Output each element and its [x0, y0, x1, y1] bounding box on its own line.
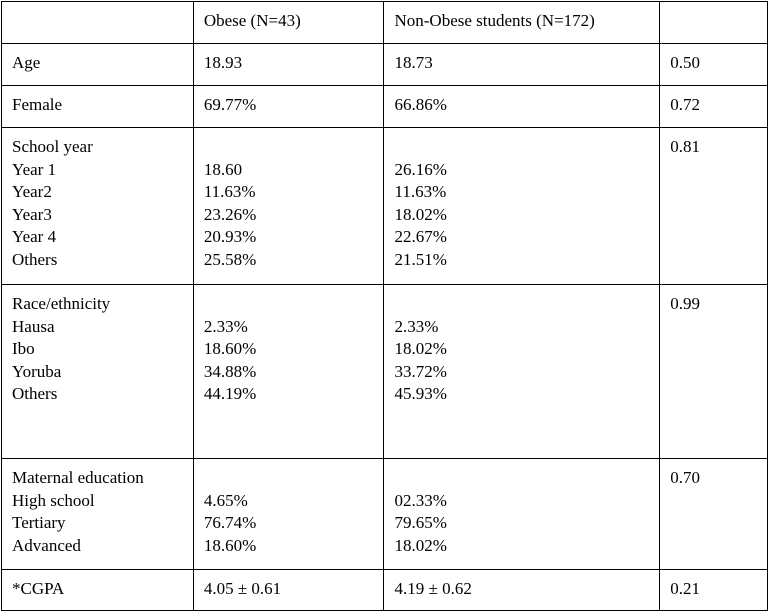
obese-values-cell: 4.65% 76.74% 18.60% [192, 458, 385, 570]
obese-value: 18.93 [192, 43, 385, 86]
non-obese-value: 22.67% [394, 227, 447, 246]
row-label: Age [1, 43, 194, 86]
row-label-cell: School year Year 1 Year2 Year3 Year 4 Ot… [1, 127, 194, 285]
subgroup-label: High school [12, 490, 95, 510]
group-heading: Race/ethnicity [12, 294, 111, 313]
table-row-cgpa: *CGPA 4.05 ± 0.61 4.19 ± 0.62 0.21 [1, 569, 768, 611]
p-value: 0.81 [659, 127, 768, 285]
obese-value: 18.60% [203, 339, 257, 358]
non-obese-value: 45.93% [394, 384, 447, 403]
obese-value: 76.74% [203, 513, 257, 532]
non-obese-value: 02.33% [394, 490, 447, 510]
table-row-maternal-education: Maternal education High school Tertiary … [1, 458, 768, 570]
p-value: 0.50 [659, 43, 768, 86]
subgroup-label: Others [12, 384, 58, 403]
table-header-row: Obese (N=43) Non-Obese students (N=172) [1, 1, 768, 44]
obese-value: 25.58% [203, 249, 257, 269]
obese-value: 2.33% [203, 316, 248, 336]
spacer [394, 136, 649, 159]
obese-value: 11.63% [203, 182, 256, 201]
non-obese-value: 11.63% [394, 182, 447, 201]
subgroup-label: Advanced [12, 535, 81, 555]
non-obese-value: 2.33% [394, 316, 439, 336]
header-obese: Obese (N=43) [192, 1, 385, 44]
obese-value: 69.77% [192, 85, 385, 128]
subgroup-label: Year3 [12, 204, 52, 224]
subgroup-label: Year2 [12, 182, 52, 201]
spacer [204, 136, 374, 159]
non-obese-value: 18.02% [394, 535, 447, 555]
non-obese-value: 18.02% [394, 339, 447, 358]
obese-value: 23.26% [203, 204, 257, 224]
table-row-female: Female 69.77% 66.86% 0.72 [1, 85, 768, 128]
subgroup-label: Hausa [12, 316, 55, 336]
subgroup-label: Others [12, 249, 58, 269]
subgroup-label: Tertiary [12, 513, 66, 532]
subgroup-label: Ibo [12, 339, 35, 358]
row-label: *CGPA [1, 569, 194, 611]
subgroup-label: Yoruba [12, 361, 62, 381]
non-obese-values-cell: 26.16% 11.63% 18.02% 22.67% 21.51% [383, 127, 661, 285]
non-obese-value: 18.73 [383, 43, 661, 86]
non-obese-value: 4.19 ± 0.62 [383, 569, 661, 611]
spacer [394, 467, 649, 490]
table-row-age: Age 18.93 18.73 0.50 [1, 43, 768, 86]
spacer [204, 293, 374, 316]
non-obese-value: 33.72% [394, 361, 447, 381]
obese-values-cell: 18.60 11.63% 23.26% 20.93% 25.58% [192, 127, 385, 285]
obese-value: 4.65% [203, 490, 248, 510]
subgroup-label: Year 1 [12, 159, 57, 179]
non-obese-value: 26.16% [394, 159, 447, 179]
spacer [204, 467, 374, 490]
non-obese-values-cell: 02.33% 79.65% 18.02% [383, 458, 661, 570]
row-label-cell: Race/ethnicity Hausa Ibo Yoruba Others [1, 284, 194, 459]
group-heading: School year [12, 137, 93, 156]
non-obese-value: 18.02% [394, 204, 447, 224]
obese-value: 4.05 ± 0.61 [192, 569, 385, 611]
table-row-school-year: School year Year 1 Year2 Year3 Year 4 Ot… [1, 127, 768, 285]
obese-value: 20.93% [203, 227, 257, 246]
row-label: Female [1, 85, 194, 128]
p-value: 0.21 [659, 569, 768, 611]
non-obese-value: 66.86% [383, 85, 661, 128]
p-value: 0.72 [659, 85, 768, 128]
subgroup-label: Year 4 [12, 227, 57, 246]
p-value: 0.70 [659, 458, 768, 570]
spacer [394, 293, 649, 316]
obese-value: 34.88% [203, 361, 257, 381]
obese-value: 44.19% [203, 384, 257, 403]
group-heading: Maternal education [12, 468, 144, 487]
row-label-cell: Maternal education High school Tertiary … [1, 458, 194, 570]
non-obese-value: 79.65% [394, 513, 447, 532]
p-value: 0.99 [659, 284, 768, 459]
table-row-race: Race/ethnicity Hausa Ibo Yoruba Others 2… [1, 284, 768, 459]
header-non-obese: Non-Obese students (N=172) [383, 1, 661, 44]
non-obese-values-cell: 2.33% 18.02% 33.72% 45.93% [383, 284, 661, 459]
obese-value: 18.60 [203, 159, 243, 179]
non-obese-value: 21.51% [394, 249, 447, 269]
header-p-value [659, 1, 768, 44]
header-empty-cell [1, 1, 194, 44]
obese-values-cell: 2.33% 18.60% 34.88% 44.19% [192, 284, 385, 459]
obese-value: 18.60% [203, 535, 257, 555]
